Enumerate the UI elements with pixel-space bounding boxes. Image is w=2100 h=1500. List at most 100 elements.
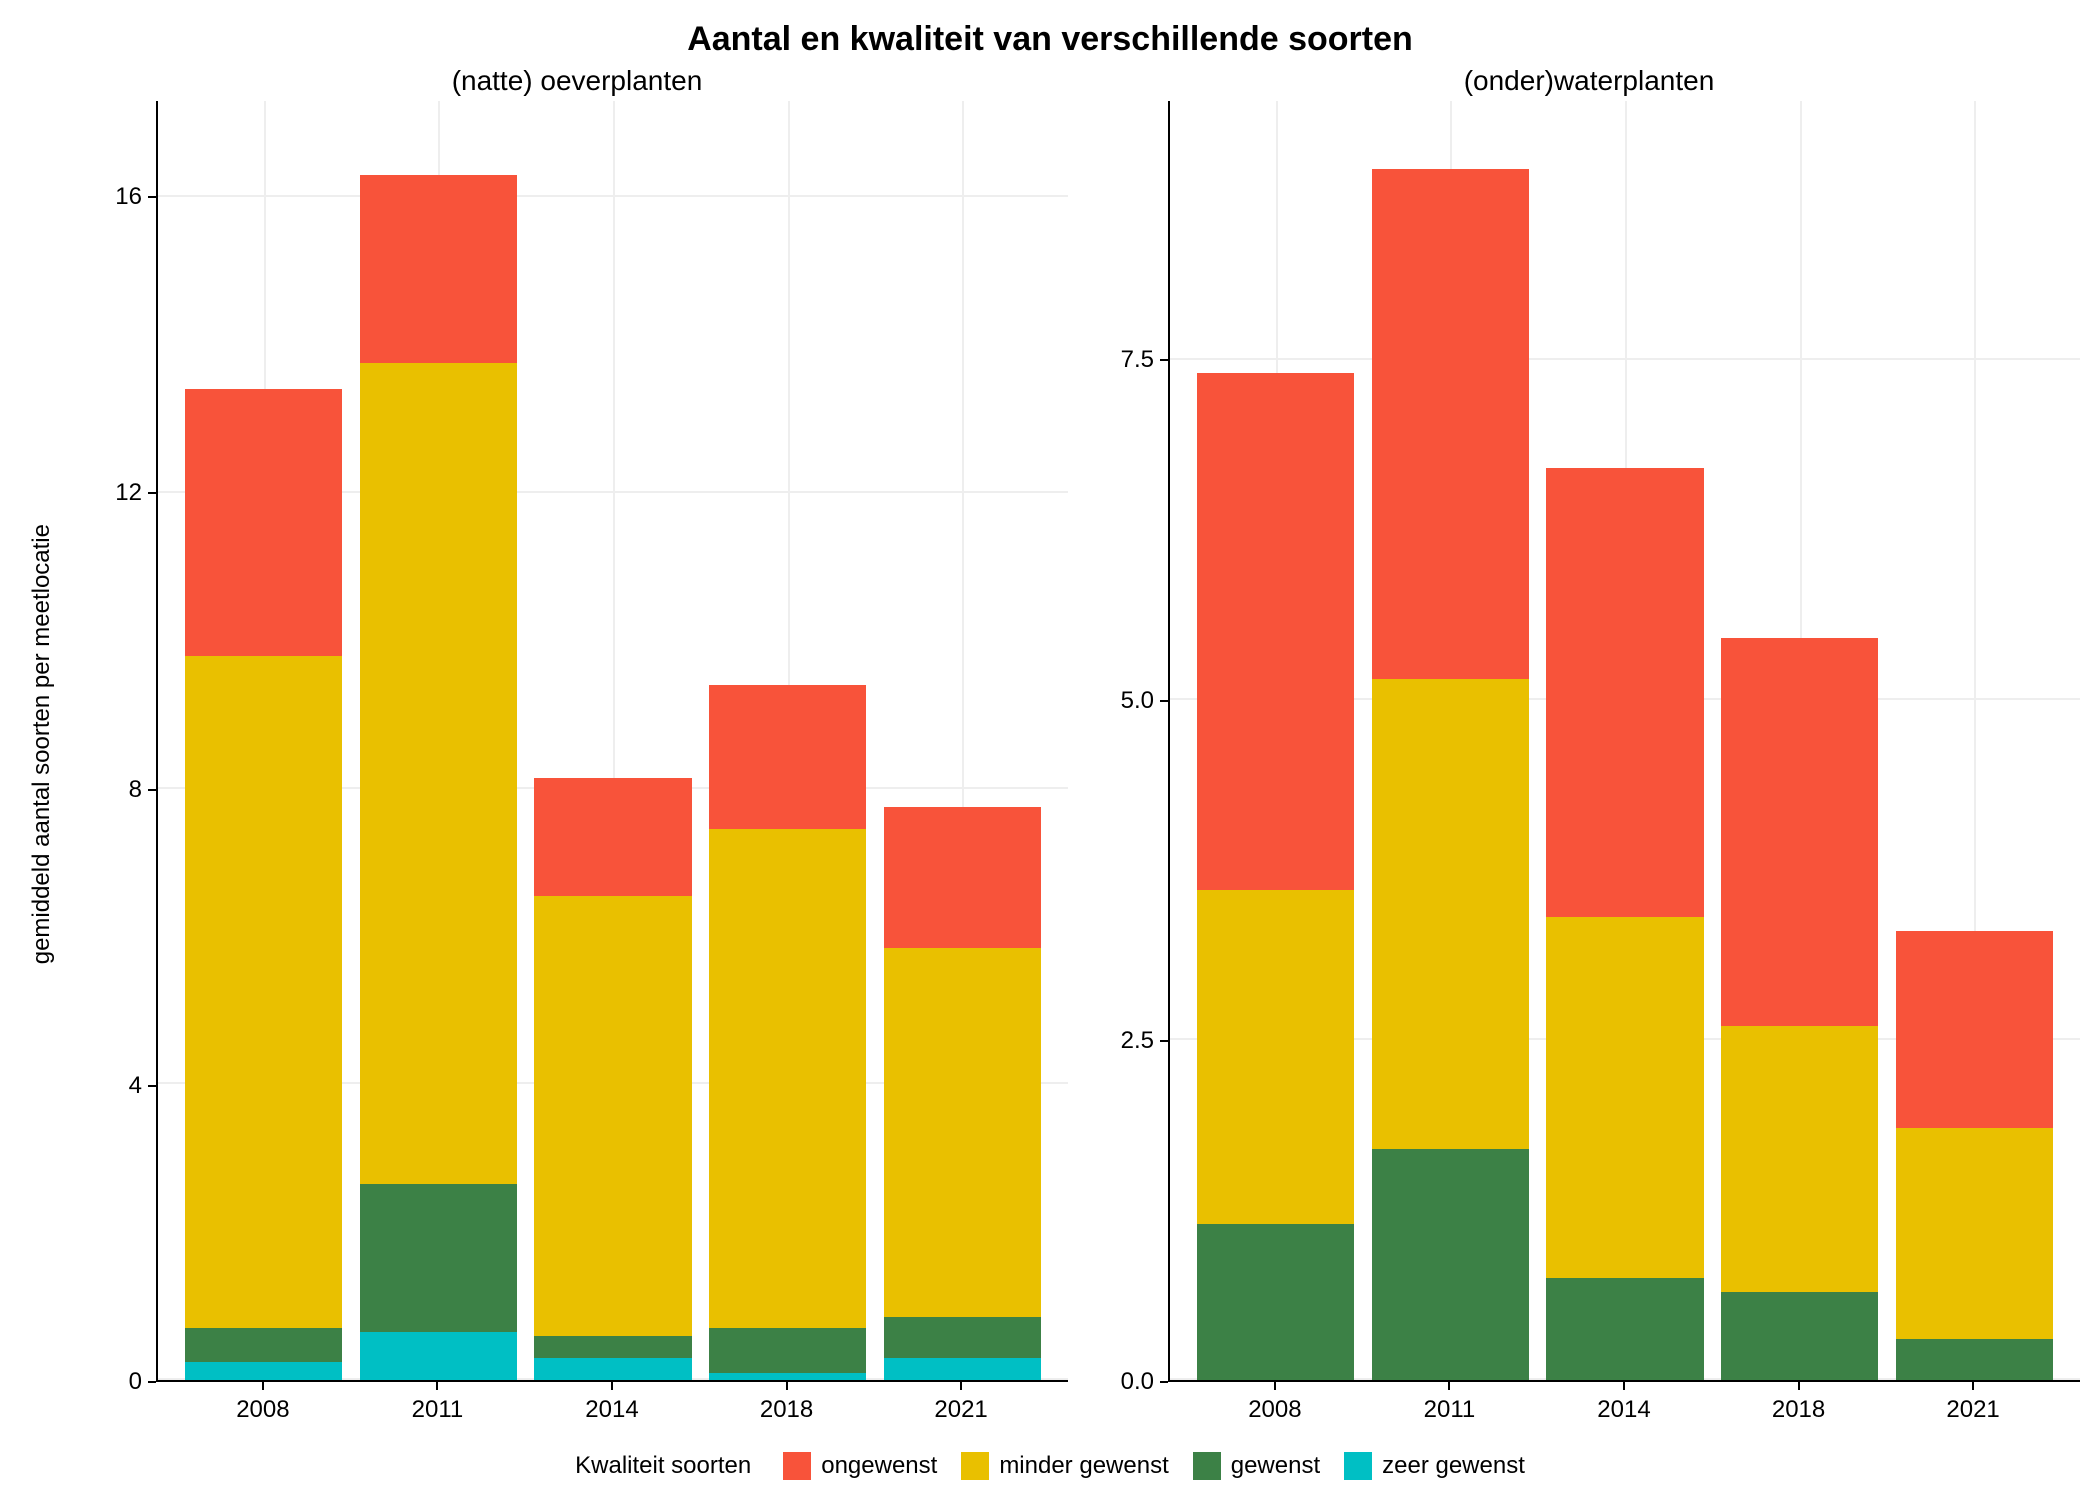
segment-minder_gewenst	[709, 829, 866, 1328]
segment-ongewenst	[1721, 638, 1878, 1026]
chart-title: Aantal en kwaliteit van verschillende so…	[20, 20, 2080, 59]
y-tick-label: 4	[129, 1072, 142, 1100]
plot-area	[1168, 101, 2080, 1382]
segment-minder_gewenst	[884, 948, 1041, 1318]
bar-slot	[1363, 101, 1538, 1380]
bar-stack-2021	[884, 101, 1041, 1380]
panel-body: 0.02.55.07.5	[1098, 101, 2080, 1382]
plot-area	[156, 101, 1068, 1382]
segment-ongewenst	[534, 778, 691, 896]
legend-label-ongewenst: ongewenst	[821, 1452, 937, 1480]
legend-swatch-minder_gewenst	[961, 1452, 989, 1480]
segment-ongewenst	[884, 807, 1041, 947]
segment-gewenst	[884, 1317, 1041, 1358]
y-axis: 0.02.55.07.5	[1098, 101, 1168, 1382]
bar-stack-2011	[360, 101, 517, 1380]
panel-title: (onder)waterplanten	[1098, 65, 2080, 97]
bar-stack-2011	[1372, 101, 1529, 1380]
x-tick-label: 2018	[1711, 1382, 1886, 1424]
y-tick-label: 0	[129, 1368, 142, 1396]
bar-slot	[351, 101, 526, 1380]
x-axis: 20082011201420182021	[156, 1382, 1068, 1424]
x-tick-label: 2014	[1537, 1382, 1712, 1424]
legend-item-ongewenst: ongewenst	[783, 1452, 937, 1480]
segment-minder_gewenst	[1546, 917, 1703, 1278]
y-tick-label: 8	[129, 776, 142, 804]
x-tick-label: 2018	[699, 1382, 874, 1424]
x-tick-label: 2011	[350, 1382, 525, 1424]
segment-zeer_gewenst	[185, 1362, 342, 1380]
segment-gewenst	[1896, 1339, 2053, 1380]
segment-gewenst	[1197, 1224, 1354, 1380]
bar-stack-2018	[1721, 101, 1878, 1380]
segment-minder_gewenst	[1197, 890, 1354, 1223]
panel-body: 0481216	[86, 101, 1068, 1382]
y-tick-label: 0.0	[1121, 1368, 1154, 1396]
bar-stack-2008	[1197, 101, 1354, 1380]
segment-zeer_gewenst	[709, 1373, 866, 1380]
x-tick-label: 2011	[1362, 1382, 1537, 1424]
legend-swatch-gewenst	[1193, 1452, 1221, 1480]
segment-gewenst	[360, 1184, 517, 1332]
legend-item-zeer_gewenst: zeer gewenst	[1344, 1452, 1525, 1480]
segment-gewenst	[1372, 1149, 1529, 1380]
segment-ongewenst	[1896, 931, 2053, 1128]
segment-minder_gewenst	[1721, 1026, 1878, 1291]
segment-gewenst	[1546, 1278, 1703, 1380]
bars	[158, 101, 1068, 1380]
segment-ongewenst	[185, 389, 342, 655]
legend-swatch-ongewenst	[783, 1452, 811, 1480]
bar-stack-2008	[185, 101, 342, 1380]
legend-title: Kwaliteit soorten	[575, 1452, 751, 1480]
segment-gewenst	[709, 1328, 866, 1372]
segment-ongewenst	[1197, 373, 1354, 890]
segment-gewenst	[185, 1328, 342, 1361]
y-axis-label: gemiddeld aantal soorten per meetlocatie	[20, 524, 56, 964]
bar-slot	[875, 101, 1050, 1380]
bar-slot	[1538, 101, 1713, 1380]
segment-minder_gewenst	[360, 363, 517, 1184]
bar-stack-2021	[1896, 101, 2053, 1380]
segment-minder_gewenst	[1372, 679, 1529, 1148]
bar-slot	[1712, 101, 1887, 1380]
segment-zeer_gewenst	[534, 1358, 691, 1380]
y-tick-label: 2.5	[1121, 1027, 1154, 1055]
bar-slot	[1887, 101, 2062, 1380]
legend-swatch-zeer_gewenst	[1344, 1452, 1372, 1480]
segment-minder_gewenst	[185, 656, 342, 1329]
segment-gewenst	[534, 1336, 691, 1358]
x-axis: 20082011201420182021	[1168, 1382, 2080, 1424]
segment-ongewenst	[360, 175, 517, 364]
y-tick-label: 7.5	[1121, 346, 1154, 374]
segment-gewenst	[1721, 1292, 1878, 1380]
y-tick-label: 5.0	[1121, 687, 1154, 715]
segment-minder_gewenst	[1896, 1128, 2053, 1339]
x-tick-label: 2008	[176, 1382, 351, 1424]
segment-ongewenst	[709, 685, 866, 829]
panels-row: gemiddeld aantal soorten per meetlocatie…	[20, 65, 2080, 1424]
y-tick-label: 12	[115, 479, 142, 507]
segment-minder_gewenst	[534, 896, 691, 1336]
segment-zeer_gewenst	[884, 1358, 1041, 1380]
bar-slot	[1188, 101, 1363, 1380]
segment-ongewenst	[1546, 468, 1703, 917]
bar-slot	[700, 101, 875, 1380]
bar-stack-2014	[1546, 101, 1703, 1380]
bar-stack-2014	[534, 101, 691, 1380]
y-tick-label: 16	[115, 183, 142, 211]
panel-title: (natte) oeverplanten	[86, 65, 1068, 97]
segment-zeer_gewenst	[360, 1332, 517, 1380]
panel-1: (onder)waterplanten0.02.55.07.5200820112…	[1098, 65, 2080, 1424]
x-tick-label: 2014	[525, 1382, 700, 1424]
bar-slot	[526, 101, 701, 1380]
y-axis: 0481216	[86, 101, 156, 1382]
x-tick-label: 2021	[874, 1382, 1049, 1424]
legend: Kwaliteit soorten ongewenst minder gewens…	[20, 1424, 2080, 1480]
x-tick-label: 2021	[1886, 1382, 2061, 1424]
bars	[1170, 101, 2080, 1380]
legend-label-zeer_gewenst: zeer gewenst	[1382, 1452, 1525, 1480]
bar-stack-2018	[709, 101, 866, 1380]
x-tick-label: 2008	[1188, 1382, 1363, 1424]
legend-label-minder_gewenst: minder gewenst	[999, 1452, 1168, 1480]
chart-container: Aantal en kwaliteit van verschillende so…	[20, 20, 2080, 1480]
